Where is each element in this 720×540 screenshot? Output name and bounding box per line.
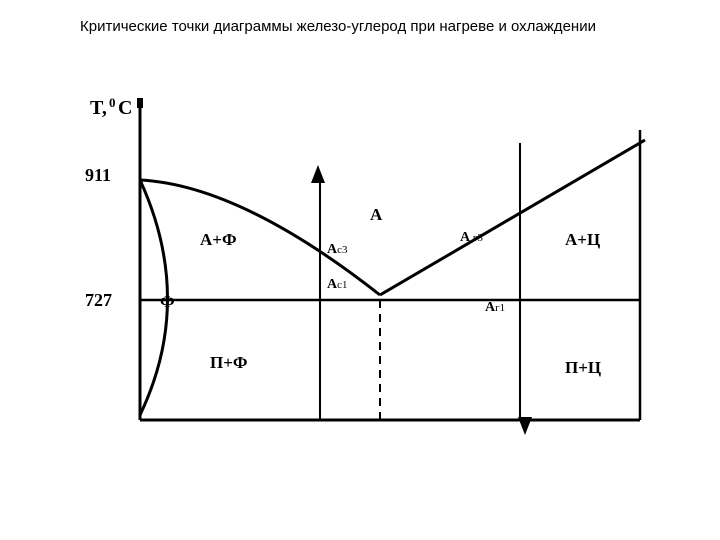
se-line (380, 140, 645, 295)
region-a-ts: А+Ц (565, 230, 600, 250)
cooling-arrow-icon (518, 417, 532, 435)
region-a: А (370, 205, 382, 225)
ytick-911: 911 (85, 165, 111, 186)
y-axis-unit: C (118, 97, 132, 120)
y-axis-top-tick (137, 98, 143, 108)
phase-diagram: T, 0 C 911 727 А+Ф А А+Ц Ф П+Ф П+Ц Ас3 А… (60, 70, 660, 490)
diagram-svg (60, 70, 660, 490)
region-p-phi: П+Ф (210, 353, 248, 373)
point-ar3: А г3 (460, 230, 483, 246)
ytick-727: 727 (85, 290, 112, 311)
heating-arrow-icon (311, 165, 325, 183)
y-axis-label-t: T, (90, 97, 107, 120)
y-axis-degree: 0 (109, 95, 116, 111)
region-a-phi: А+Ф (200, 230, 237, 250)
region-p-ts: П+Ц (565, 358, 601, 378)
region-phi: Ф (160, 292, 175, 312)
point-ac3: Ас3 (327, 242, 348, 258)
point-ar1: Аг1 (485, 300, 505, 316)
diagram-title: Критические точки диаграммы железо-углер… (80, 18, 596, 35)
page-container: Критические точки диаграммы железо-углер… (0, 0, 720, 540)
point-ac1: Ас1 (327, 277, 348, 293)
